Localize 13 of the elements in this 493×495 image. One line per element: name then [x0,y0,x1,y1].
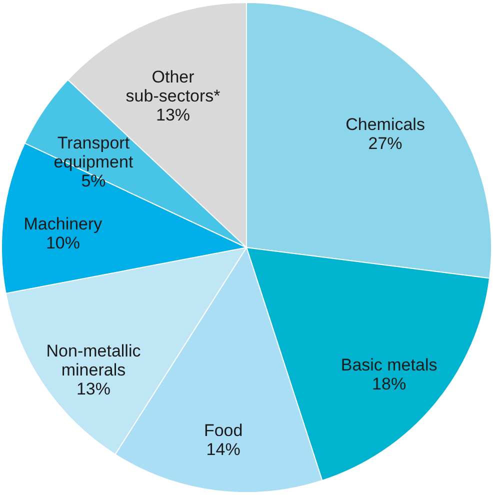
data-label: 13% [76,379,111,398]
slice-label: Basic metals [340,355,438,374]
slice-label: Non-metallic minerals [46,341,142,380]
data-label: 5% [81,172,106,191]
data-label: 18% [372,374,406,394]
slice-label: Other sub-sectors* [126,68,221,106]
data-label: 27% [368,134,402,154]
data-label: 10% [46,233,80,252]
data-label: 13% [156,106,190,125]
data-label: 14% [206,440,240,460]
slice-label: Chemicals [346,115,425,134]
slice-label: Food [204,421,243,440]
slice-label: Machinery [24,214,103,234]
